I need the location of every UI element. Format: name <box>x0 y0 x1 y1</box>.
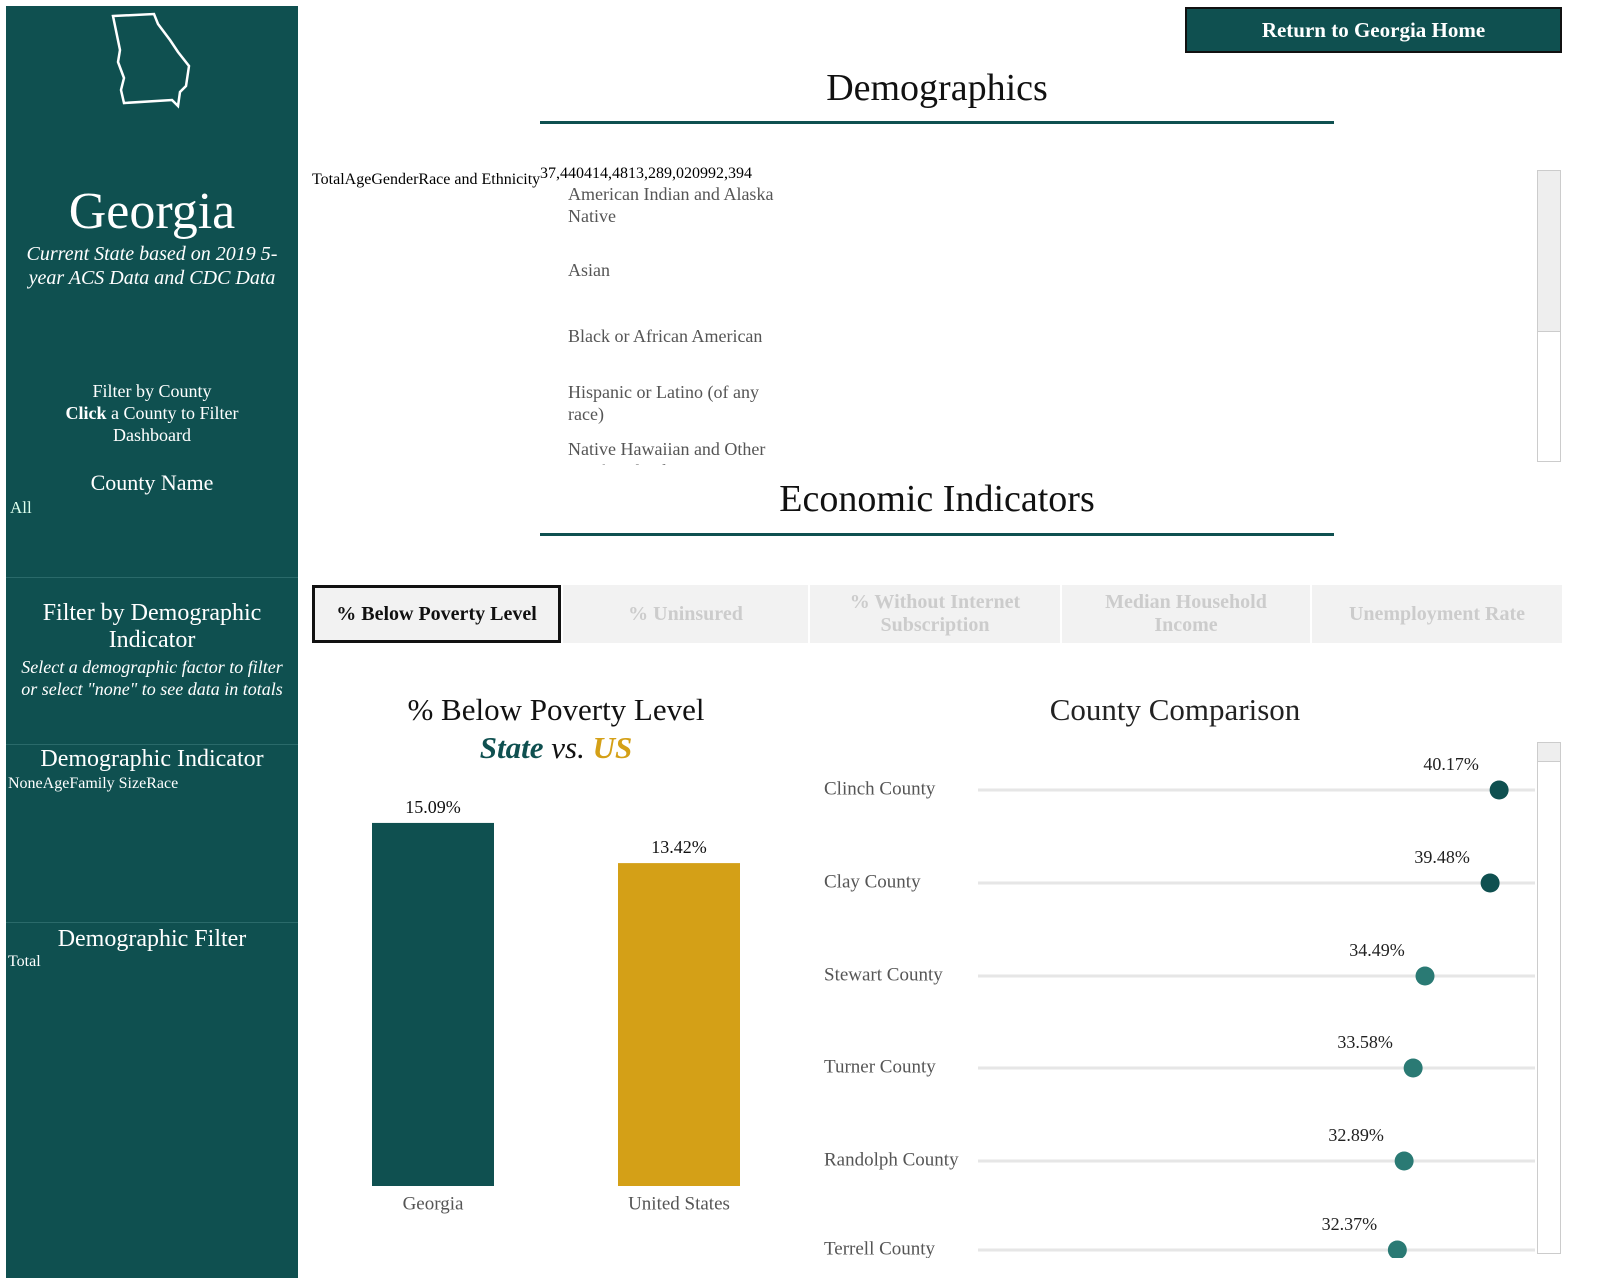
value-label: 13.42% <box>651 837 707 857</box>
scroll-thumb[interactable] <box>1538 171 1560 332</box>
category-label: United States <box>628 1193 730 1214</box>
value-label: 32.37% <box>1322 1214 1378 1234</box>
demographic-heading: Filter by Demographic Indicator <box>42 600 262 653</box>
state-subtitle: Current State based on 2019 5-year ACS D… <box>26 243 278 289</box>
dot[interactable] <box>1394 1151 1414 1171</box>
county-chart: Clinch County 40.17% Clay County 39.48% Stew… <box>824 754 1535 1259</box>
scrollbar[interactable] <box>1537 742 1561 1254</box>
radio-label[interactable]: Family Size <box>69 775 147 792</box>
poverty-title: % Below Poverty Level <box>407 692 705 727</box>
bars: 37,440414,4813,289,020992,394 <box>540 165 752 183</box>
dot[interactable] <box>1387 1240 1407 1259</box>
category-label: Hispanic or Latino (of any race) <box>568 382 759 424</box>
value-label: 40.17% <box>1423 754 1479 774</box>
category-label: Native Hawaiian and Other Pacific Island… <box>568 439 766 465</box>
value-label: 992,394 <box>700 165 752 182</box>
filter-label: Demographic Filter <box>57 926 247 952</box>
demographic-note: Select a demographic factor to filter or… <box>21 657 283 699</box>
category-label: Black or African American <box>568 326 763 346</box>
state-outline <box>111 12 191 109</box>
county-filter-title: Filter by County <box>92 381 212 401</box>
tab[interactable]: % Below Poverty Level <box>312 585 561 643</box>
value-label: 34.49% <box>1349 940 1405 960</box>
subtitle-state: State <box>479 730 544 765</box>
separator <box>6 922 298 923</box>
outline <box>111 12 191 109</box>
radio-label[interactable]: Total <box>312 171 345 188</box>
section-rule <box>540 121 1334 124</box>
dot[interactable] <box>1480 873 1500 893</box>
county-name-value[interactable]: All <box>10 498 32 517</box>
bar[interactable] <box>618 863 740 1186</box>
poverty-subtitle: State vs. US <box>340 730 772 766</box>
category-label: Terrell County <box>824 1238 936 1258</box>
category-label: Georgia <box>403 1193 464 1214</box>
tab[interactable]: Median Household Income <box>1062 585 1310 643</box>
radio-label[interactable]: Race <box>146 775 179 792</box>
scrollbar[interactable] <box>1537 170 1561 462</box>
separator <box>6 577 298 578</box>
radio-label[interactable]: Age <box>344 171 372 188</box>
subtitle-vs: vs. <box>543 730 593 765</box>
instruction: a County to Filter Dashboard <box>106 403 239 445</box>
tab[interactable]: Unemployment Rate <box>1312 585 1562 643</box>
separator <box>6 744 298 745</box>
radio-label[interactable]: Total <box>8 953 41 970</box>
category-label: Turner County <box>824 1056 936 1077</box>
indicator-label: Demographic Indicator <box>40 746 264 772</box>
radio-label[interactable]: Race and Ethnicity <box>418 171 541 188</box>
value-label: 3,289,020 <box>636 165 700 182</box>
value-label: 37,440 <box>540 165 584 182</box>
radio-label[interactable]: Gender <box>371 171 419 188</box>
section-rule <box>540 533 1334 536</box>
instruction-bold: Click <box>65 403 107 423</box>
category-label: Clay County <box>824 871 921 892</box>
county-name-label: County Name <box>90 470 214 495</box>
tab[interactable]: % Without Internet Subscription <box>810 585 1060 643</box>
radio-group: NoneAgeFamily SizeRace <box>8 775 178 793</box>
category-label: Clinch County <box>824 778 936 799</box>
category-label: Asian <box>568 260 610 280</box>
section-title: Economic Indicators <box>779 478 1095 520</box>
value-label: 33.58% <box>1337 1032 1393 1052</box>
bar[interactable] <box>372 822 494 1186</box>
home-button[interactable]: Return to Georgia Home <box>1185 7 1562 53</box>
scroll-thumb[interactable] <box>1538 743 1560 762</box>
sidebar: Georgia Current State based on 2019 5-ye… <box>6 6 298 1278</box>
tab[interactable]: % Uninsured <box>563 585 808 643</box>
radio-group: Total <box>8 953 41 971</box>
county-title: County Comparison <box>1049 692 1301 727</box>
radio-group: TotalAgeGenderRace and Ethnicity <box>312 171 540 189</box>
value-label: 15.09% <box>405 797 461 817</box>
value-label: 414,481 <box>584 165 636 182</box>
category-label: American Indian and Alaska Native <box>568 184 774 226</box>
subtitle-us: US <box>592 730 633 765</box>
demographics-chart: 37,440414,4813,289,020992,394 American In… <box>540 165 1535 465</box>
county-filter: Filter by County Click a County to Filte… <box>36 380 268 446</box>
radio-label[interactable]: None <box>8 775 43 792</box>
section-title: Demographics <box>826 67 1048 109</box>
value-label: 32.89% <box>1328 1125 1384 1145</box>
category-label: Randolph County <box>824 1149 959 1170</box>
dot[interactable] <box>1403 1058 1423 1078</box>
radio-label[interactable]: Age <box>42 775 70 792</box>
dot[interactable] <box>1415 966 1435 986</box>
category-label: Stewart County <box>824 964 943 985</box>
poverty-chart: 15.09% Georgia 13.42% United States <box>372 797 740 1214</box>
state-title: Georgia <box>68 183 236 240</box>
dot[interactable] <box>1489 780 1509 800</box>
value-label: 39.48% <box>1414 847 1470 867</box>
